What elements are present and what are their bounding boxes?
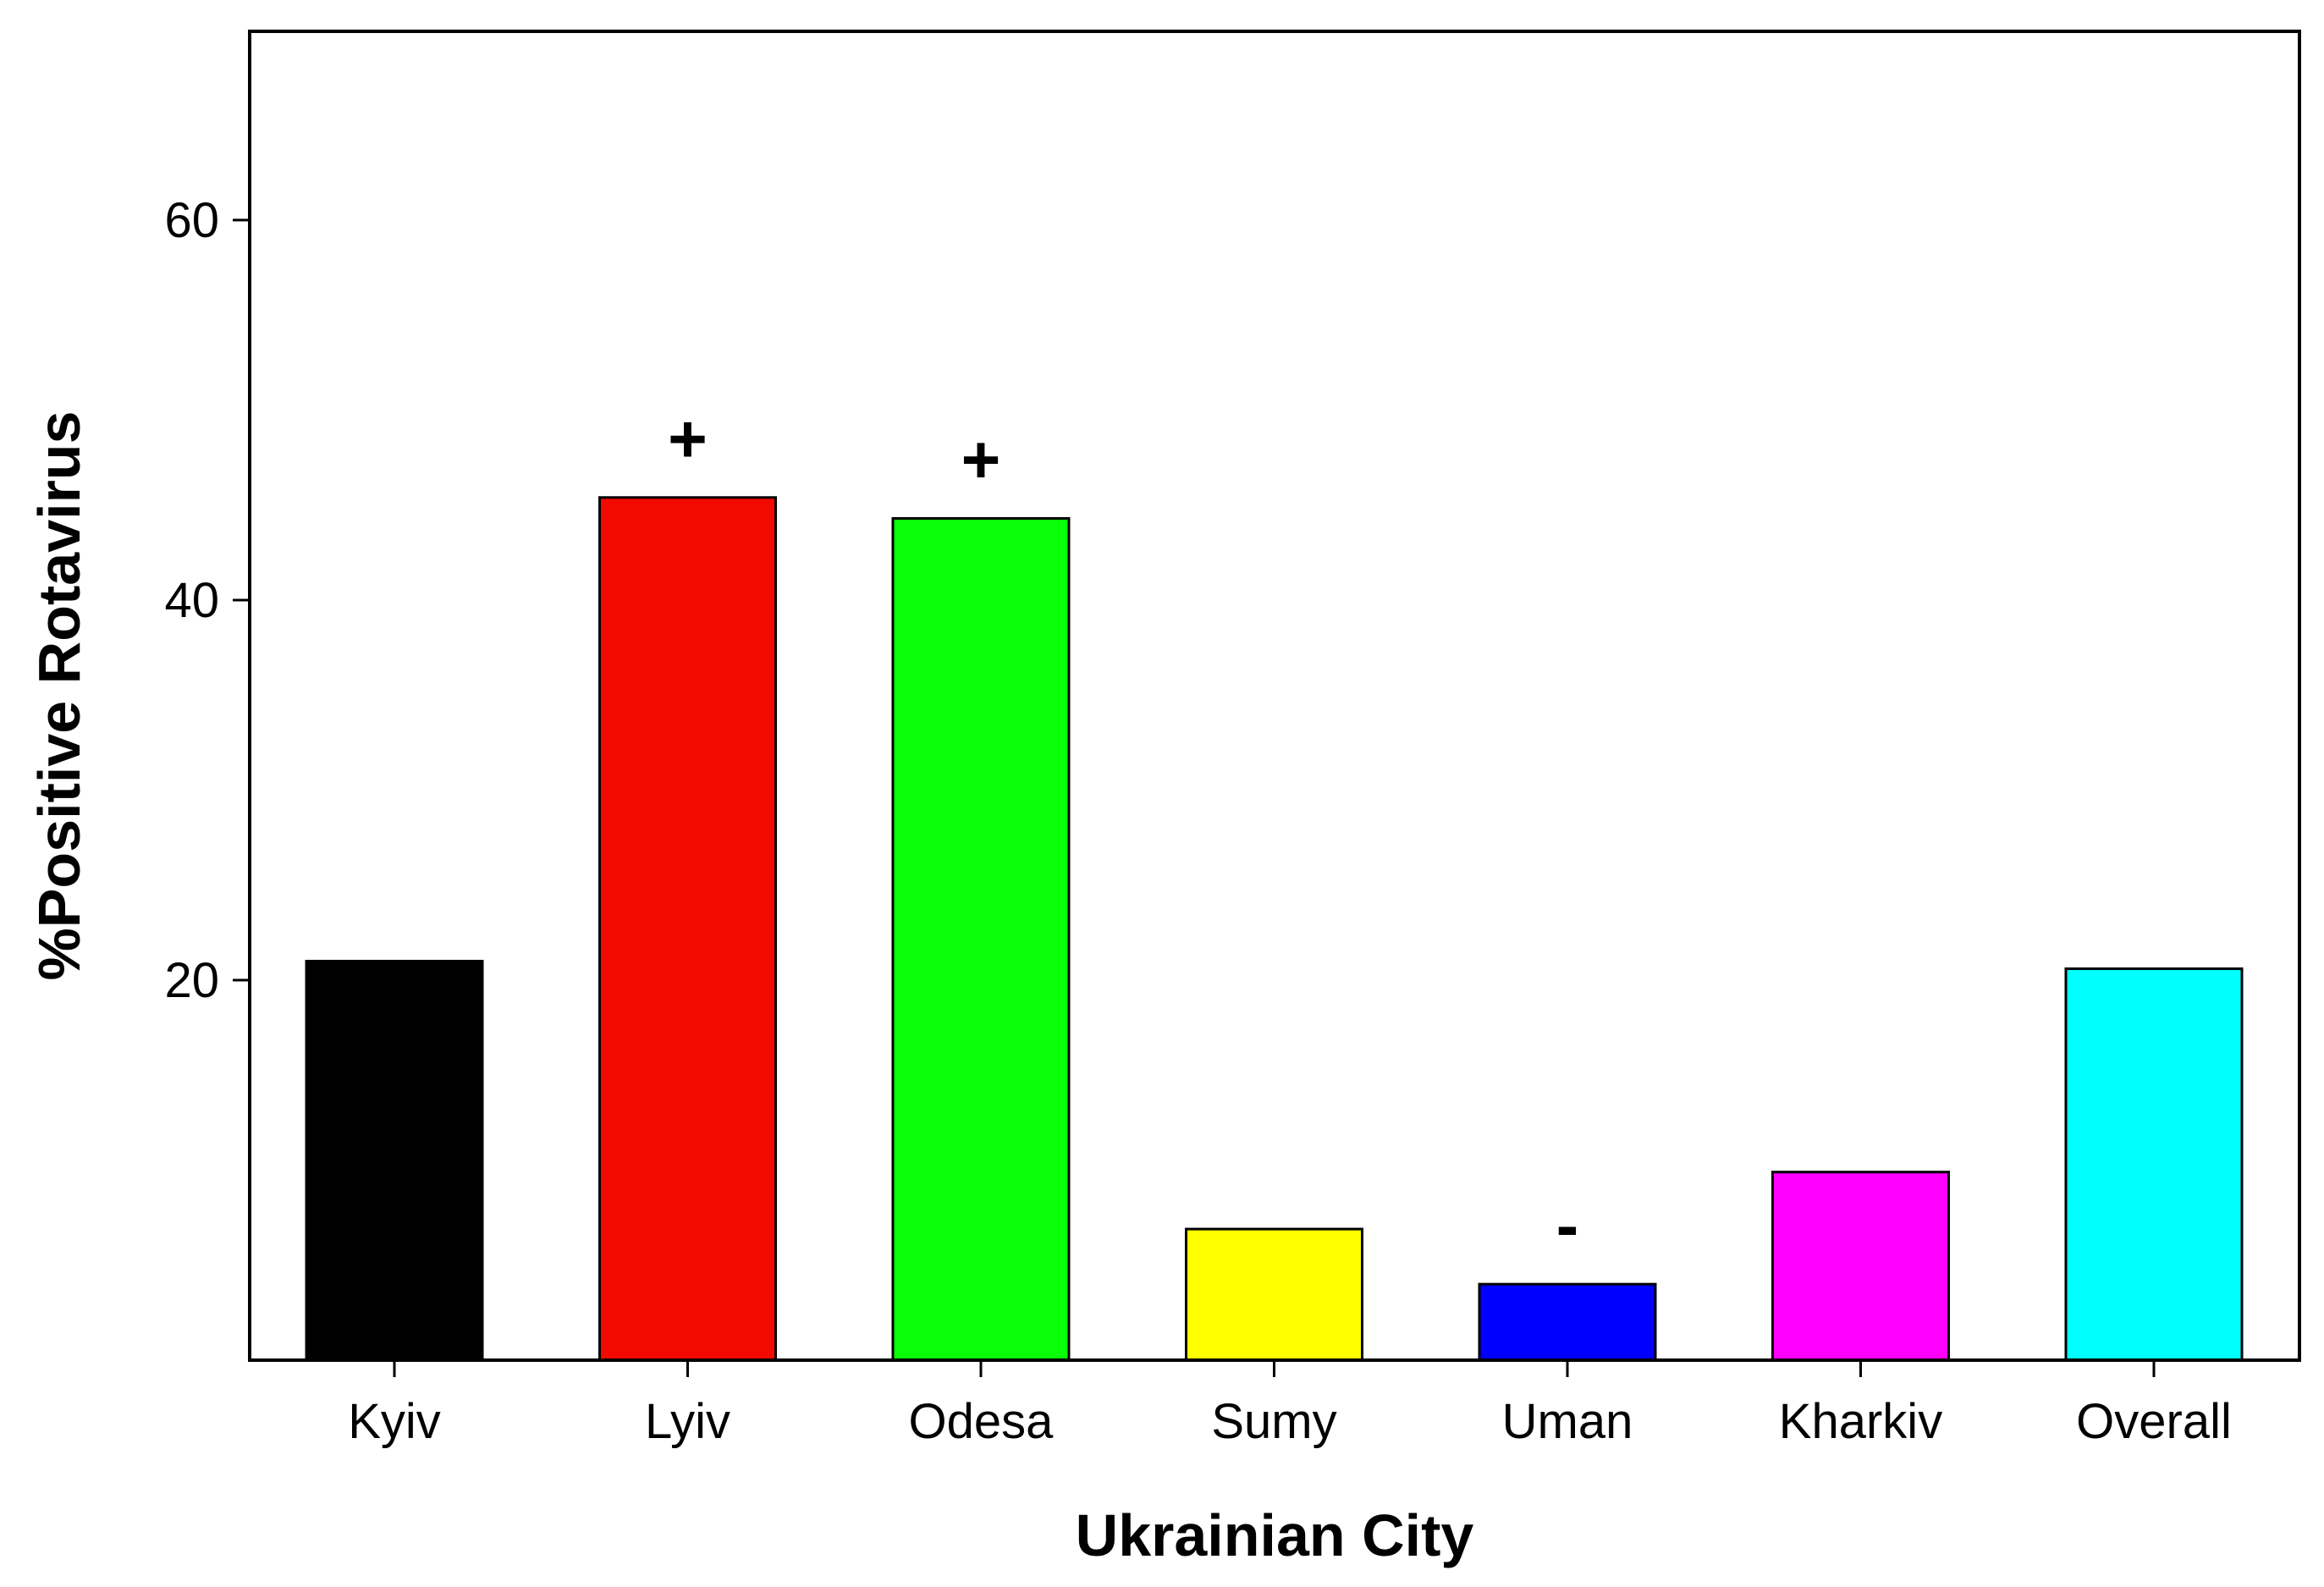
x-tick-label-sumy: Sumy: [1211, 1394, 1336, 1449]
x-tick-label-kyiv: Kyiv: [348, 1394, 441, 1449]
y-axis: 20 40 60: [164, 193, 250, 1008]
annotations-group: + + -: [668, 401, 1578, 1263]
bar-kyiv: [305, 960, 484, 1362]
bars-group: [305, 496, 2244, 1362]
x-tick-label-overall: Overall: [2076, 1394, 2232, 1449]
significance-mark-odesa: +: [961, 422, 1001, 497]
x-tick-label-lyiv: Lyiv: [645, 1394, 730, 1449]
bar-overall: [2064, 967, 2244, 1362]
x-axis: Kyiv Lyiv Odesa Sumy Uman Kharkiv Overall: [348, 1360, 2232, 1449]
bar-sumy: [1185, 1227, 1363, 1362]
bar-uman: [1478, 1282, 1657, 1362]
y-tick-label-20: 20: [164, 953, 219, 1008]
x-tick-label-odesa: Odesa: [909, 1394, 1055, 1449]
bar-kharkiv: [1771, 1171, 1950, 1362]
y-axis-title: %Positive Rotavirus: [26, 411, 92, 981]
y-tick-label-60: 60: [164, 193, 219, 248]
bar-odesa: [891, 516, 1071, 1362]
x-tick-label-uman: Uman: [1502, 1394, 1633, 1449]
y-tick-label-40: 40: [164, 573, 219, 628]
significance-mark-lyiv: +: [668, 401, 708, 477]
bar-lyiv: [598, 496, 777, 1362]
x-axis-title: Ukrainian City: [1076, 1502, 1474, 1568]
significance-mark-uman: -: [1556, 1187, 1579, 1263]
plot-frame: [248, 30, 2301, 1362]
x-tick-label-kharkiv: Kharkiv: [1779, 1394, 1942, 1449]
